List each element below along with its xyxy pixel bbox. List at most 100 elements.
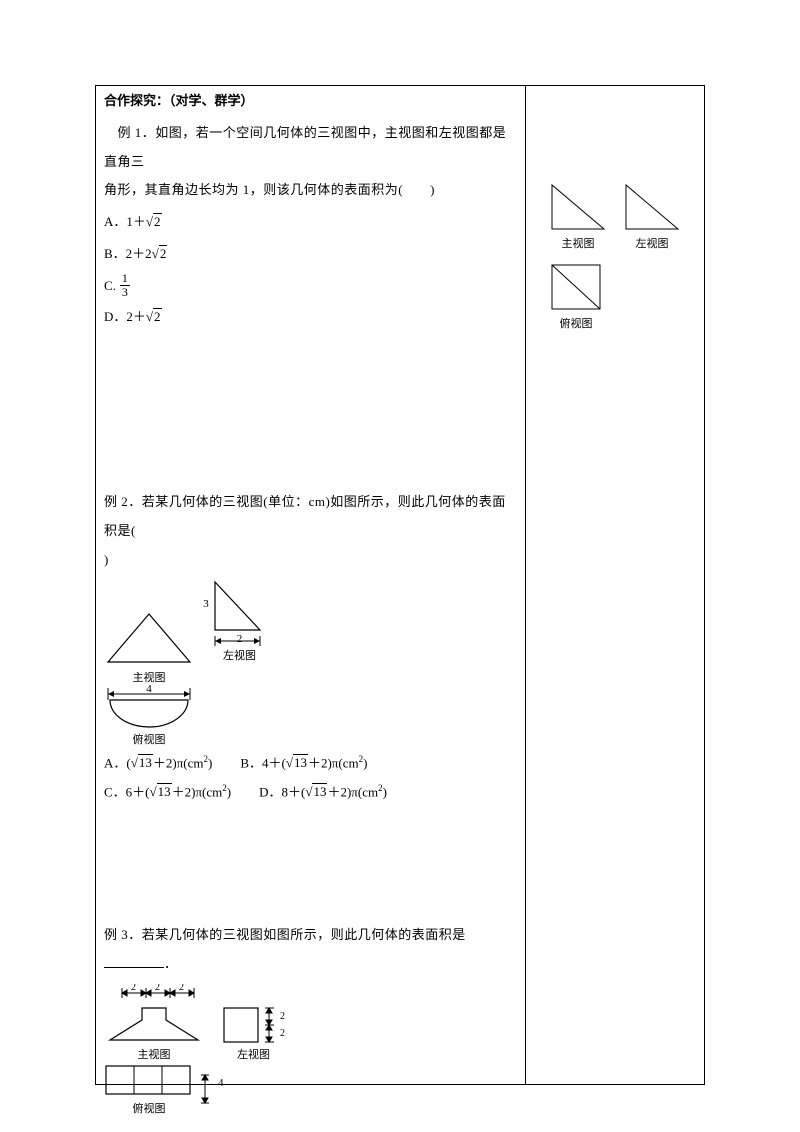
opt-text: A．(: [104, 755, 131, 770]
side-label: 左视图: [622, 235, 682, 251]
sqrt-icon: √2: [152, 239, 168, 269]
ex1-option-a: A．1＋√2: [104, 207, 517, 237]
top-label: 俯视图: [548, 315, 604, 331]
ex3-side-view: 2 2 左视图: [222, 1006, 285, 1062]
ex1-side-view: 左视图: [622, 181, 682, 251]
right-triangle-icon: [622, 181, 682, 233]
radicand: 13: [293, 754, 308, 770]
numerator: 1: [120, 272, 130, 286]
ex3-fig-row2: 俯视图 4: [104, 1064, 517, 1116]
fill-blank: [104, 967, 164, 968]
ex3-top-view: 俯视图: [104, 1064, 194, 1116]
page-frame: 合作探究：（对学、群学） 例 1．如图，若一个空间几何体的三视图中，主视图和左视…: [95, 85, 705, 1085]
ex1-fig-row2: 俯视图: [548, 261, 700, 331]
ex1-option-c: C. 13: [104, 271, 517, 301]
sqrt-icon: √13: [305, 780, 327, 805]
dim-2c: 2: [179, 984, 184, 993]
top-rect-icon: [104, 1064, 194, 1098]
opt-text: ＋2)π(cm: [172, 784, 223, 799]
radicand: 2: [159, 245, 168, 261]
opt-text: ＋2)π(cm: [308, 755, 359, 770]
ex1-option-d: D．2＋√2: [104, 302, 517, 332]
spacer: [104, 338, 517, 488]
ex3-front-view: 2 2 2 主视图: [104, 984, 204, 1062]
ex1-block: 例 1．如图，若一个空间几何体的三视图中，主视图和左视图都是直角三 角形，其直角…: [104, 119, 517, 332]
ex2-opts-row1: A．(√13＋2)π(cm2) B．4＋(√13＋2)π(cm2): [104, 751, 517, 776]
opt-text: C.: [104, 271, 116, 301]
front-label: 主视图: [548, 235, 608, 251]
denominator: 3: [120, 286, 130, 299]
opt-text: ): [383, 784, 387, 799]
dim-col-icon: [262, 1006, 280, 1044]
top-label: 俯视图: [104, 1100, 194, 1116]
dim-4-icon: [198, 1073, 214, 1107]
side-label: 左视图: [222, 1046, 285, 1062]
opt-text: ＋2)π(cm: [153, 755, 204, 770]
triangle-icon: [104, 612, 194, 667]
side-dims: 2 2: [280, 1008, 285, 1042]
main-column: 合作探究：（对学、群学） 例 1．如图，若一个空间几何体的三视图中，主视图和左视…: [96, 86, 526, 1084]
sqrt-icon: √13: [150, 780, 172, 805]
ex2-text-1: 例 2．若某几何体的三视图(单位：cm)如图所示，则此几何体的表面积是(: [104, 488, 517, 545]
front-shape-icon: [104, 1006, 204, 1044]
right-triangle-icon: [548, 181, 608, 233]
radicand: 13: [157, 783, 172, 799]
sqrt-icon: √13: [286, 751, 308, 776]
ex1-fig-row1: 主视图 左视图: [530, 181, 700, 251]
opt-text: ): [227, 784, 231, 799]
ex2-side-view: 3 2 左视图: [200, 580, 267, 663]
square-diag-icon: [548, 261, 604, 313]
radicand: 13: [312, 783, 327, 799]
right-triangle-icon: [212, 580, 267, 635]
ex2-option-b: B．4＋(√13＋2)π(cm2): [240, 751, 367, 776]
ex1-text-2: 角形，其直角边长均为 1，则该几何体的表面积为( ): [104, 176, 517, 205]
opt-text: B．4＋(: [240, 755, 286, 770]
opt-text: D．8＋(: [259, 784, 305, 799]
sqrt-icon: √2: [146, 302, 162, 332]
section-header: 合作探究：（对学、群学）: [104, 90, 517, 109]
dim-4: 4: [104, 683, 194, 695]
ex2-option-c: C．6＋(√13＋2)π(cm2): [104, 780, 231, 805]
ex1-front-view: 主视图: [548, 181, 608, 251]
radicand: 2: [153, 308, 162, 324]
ex2-opts-row2: C．6＋(√13＋2)π(cm2) D．8＋(√13＋2)π(cm2): [104, 780, 517, 805]
dim-2: 2: [280, 1025, 285, 1042]
opt-text: B．2＋2: [104, 246, 152, 261]
ex2-option-d: D．8＋(√13＋2)π(cm2): [259, 780, 387, 805]
opt-text: C．6＋(: [104, 784, 150, 799]
ex2-figures: 主视图 4 3: [104, 580, 517, 695]
side-column: 主视图 左视图 俯视图: [526, 86, 704, 1084]
ex3-text-end: ．: [164, 956, 178, 971]
sqrt-icon: √13: [131, 751, 153, 776]
radicand: 13: [138, 754, 153, 770]
top-label: 俯视图: [104, 731, 194, 747]
ex1-option-b: B．2＋2√2: [104, 239, 517, 269]
ex1-text-1: 例 1．如图，若一个空间几何体的三视图中，主视图和左视图都是直角三: [104, 119, 517, 176]
front-label: 主视图: [104, 1046, 204, 1062]
ex1-figures: 主视图 左视图 俯视图: [530, 181, 700, 331]
ex2-text-2: ): [104, 546, 517, 575]
dim-row-icon: 2 2 2: [104, 984, 204, 1006]
ex3-text: 例 3．若某几何体的三视图如图所示，则此几何体的表面积是 ．: [104, 921, 517, 978]
dim-2a: 2: [131, 984, 136, 993]
sqrt-icon: √2: [146, 207, 162, 237]
opt-text: ): [208, 755, 212, 770]
ex3-text-span: 例 3．若某几何体的三视图如图所示，则此几何体的表面积是: [104, 927, 466, 942]
radicand: 2: [153, 213, 162, 229]
opt-text: ): [363, 755, 367, 770]
ex2-block: 例 2．若某几何体的三视图(单位：cm)如图所示，则此几何体的表面积是( ) 主…: [104, 488, 517, 805]
dim-2: 2: [280, 1008, 285, 1025]
side-rect-icon: [222, 1006, 262, 1044]
side-label: 左视图: [212, 647, 267, 663]
fraction: 13: [120, 272, 130, 299]
ex2-option-a: A．(√13＋2)π(cm2): [104, 751, 212, 776]
ex3-block: 例 3．若某几何体的三视图如图所示，则此几何体的表面积是 ．: [104, 921, 517, 1116]
dim-3: 3: [200, 580, 212, 610]
opt-text: A．1＋: [104, 214, 146, 229]
opt-text: D．2＋: [104, 309, 146, 324]
ex3-fig-row1: 2 2 2 主视图: [104, 984, 517, 1062]
opt-text: ＋2)π(cm: [327, 784, 378, 799]
dim-4: 4: [218, 1077, 224, 1089]
dim-2b: 2: [155, 984, 160, 993]
ex1-top-view: 俯视图: [548, 261, 604, 331]
